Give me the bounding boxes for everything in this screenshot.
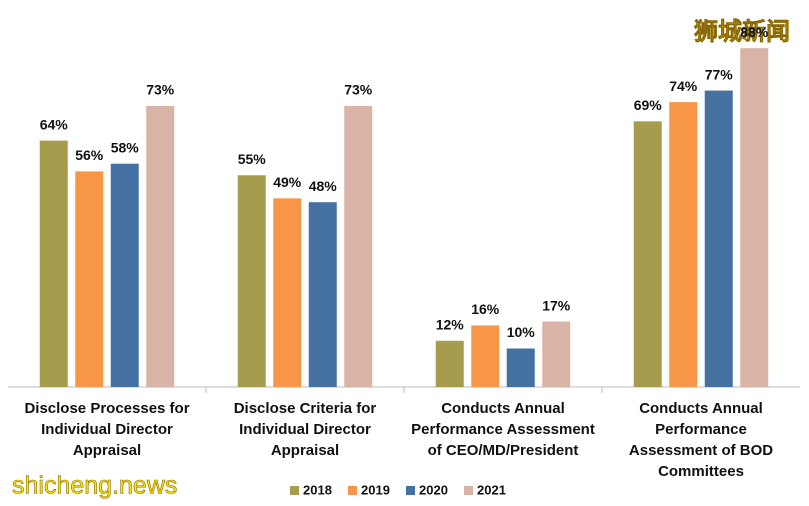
x-tick-label: Conducts Annual [639, 400, 763, 417]
x-tick-label: Assessment of BOD [629, 442, 773, 459]
legend-label: 2018 [303, 482, 332, 497]
x-tick-label: Appraisal [271, 442, 339, 459]
bar [344, 105, 373, 387]
legend-label: 2020 [419, 482, 448, 497]
x-tick-label: Committees [658, 463, 744, 480]
value-label: 88% [740, 24, 769, 40]
bar [39, 140, 68, 387]
x-tick-label: Appraisal [73, 442, 141, 459]
bar [237, 175, 266, 387]
value-label: 74% [669, 78, 698, 94]
value-label: 55% [238, 151, 267, 167]
legend-swatch [290, 486, 299, 495]
bar [704, 90, 733, 388]
bar [146, 105, 175, 387]
x-tick-label: Conducts Annual [441, 400, 565, 417]
value-label: 49% [273, 174, 302, 190]
bar [471, 325, 500, 387]
legend-label: 2019 [361, 482, 390, 497]
x-tick-label: Disclose Processes for [24, 400, 189, 417]
legend-label: 2021 [477, 482, 506, 497]
bar [506, 348, 535, 387]
value-label: 73% [344, 82, 373, 98]
value-label: 12% [436, 317, 465, 333]
legend-swatch [464, 486, 473, 495]
bar [75, 171, 104, 387]
value-label: 73% [146, 82, 175, 98]
value-label: 64% [40, 116, 69, 132]
bar [740, 48, 769, 387]
value-label: 69% [634, 97, 663, 113]
value-label: 77% [705, 66, 734, 82]
value-label: 56% [75, 147, 104, 163]
x-tick-label: Individual Director [41, 421, 173, 438]
bar [435, 340, 464, 387]
value-label: 48% [309, 178, 338, 194]
x-tick-label: of CEO/MD/President [428, 442, 579, 459]
x-tick-label: Performance [655, 421, 747, 438]
bar [542, 321, 571, 387]
x-tick-label: Individual Director [239, 421, 371, 438]
value-label: 10% [507, 324, 536, 340]
legend-swatch [348, 486, 357, 495]
bar [273, 198, 302, 387]
value-label: 17% [542, 297, 571, 313]
x-tick-label: Performance Assessment [411, 421, 595, 438]
bar [110, 163, 139, 387]
value-label: 16% [471, 301, 500, 317]
x-tick-label: Disclose Criteria for [234, 400, 377, 417]
bar [308, 202, 337, 387]
bar [669, 102, 698, 387]
bar [633, 121, 662, 387]
watermark: shicheng.news [12, 472, 177, 500]
watermark: 狮城新闻 [694, 17, 790, 45]
value-label: 58% [111, 139, 140, 155]
legend-swatch [406, 486, 415, 495]
